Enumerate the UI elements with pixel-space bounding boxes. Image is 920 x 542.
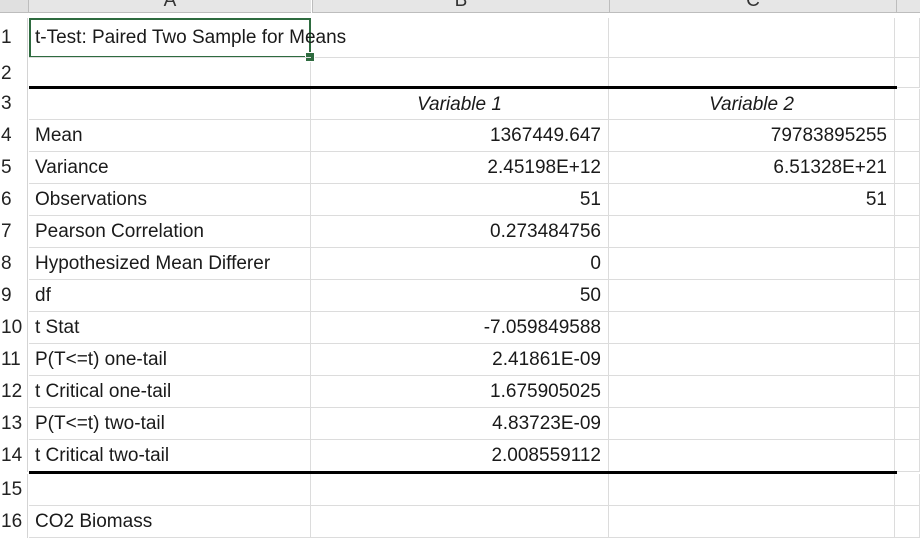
cell-b1[interactable] [311, 18, 609, 58]
variable-1-header[interactable]: Variable 1 [311, 89, 609, 120]
variable-2-value-cell[interactable]: 79783895255 [609, 120, 895, 152]
column-header-c[interactable]: C [609, 0, 896, 13]
cell-a15[interactable] [29, 474, 311, 506]
row-header-16[interactable]: 16 [0, 506, 28, 538]
column-header-label: A [163, 0, 177, 11]
stat-label-cell[interactable]: P(T<=t) one-tail [29, 344, 311, 376]
variable-1-value-cell[interactable]: 2.41861E-09 [311, 344, 609, 376]
row-header-9[interactable]: 9 [0, 280, 28, 312]
stat-label-cell[interactable]: Hypothesized Mean Differer [29, 248, 311, 280]
variable-2-value-cell[interactable] [609, 216, 895, 248]
stat-label-cell[interactable]: Pearson Correlation [29, 216, 311, 248]
empty-cell[interactable] [895, 440, 920, 472]
variable-1-value-cell[interactable]: 4.83723E-09 [311, 408, 609, 440]
stat-label-cell[interactable]: P(T<=t) two-tail [29, 408, 311, 440]
empty-cell[interactable] [895, 184, 920, 216]
stat-label-cell[interactable]: Variance [29, 152, 311, 184]
cell-d3[interactable] [895, 89, 920, 120]
variable-2-value-cell[interactable] [609, 376, 895, 408]
column-header-b[interactable]: B [312, 0, 609, 13]
row-header-14[interactable]: 14 [0, 440, 28, 472]
empty-cell[interactable] [895, 344, 920, 376]
row-header-15[interactable]: 15 [0, 474, 28, 506]
variable-1-value-cell[interactable]: 2.45198E+12 [311, 152, 609, 184]
empty-cell[interactable] [895, 248, 920, 280]
stat-label-cell[interactable]: df [29, 280, 311, 312]
cell-a2[interactable] [29, 58, 311, 88]
row-header-2[interactable]: 2 [0, 58, 28, 90]
cell-c16[interactable] [609, 506, 895, 538]
stat-label-cell[interactable]: Observations [29, 184, 311, 216]
cell-b2[interactable] [311, 58, 609, 88]
stat-label-cell[interactable]: t Critical one-tail [29, 376, 311, 408]
cell-a1-title[interactable]: t-Test: Paired Two Sample for Means [29, 18, 346, 58]
variable-2-value-cell[interactable] [609, 408, 895, 440]
cell-a16[interactable]: CO2 Biomass [29, 506, 311, 538]
row-header-13[interactable]: 13 [0, 408, 28, 440]
variable-1-value-cell[interactable]: 0 [311, 248, 609, 280]
cell-d15[interactable] [895, 474, 920, 506]
variable-1-value-cell[interactable]: 1367449.647 [311, 120, 609, 152]
variable-2-header[interactable]: Variable 2 [609, 89, 895, 120]
empty-cell[interactable] [895, 120, 920, 152]
cell-c1[interactable] [609, 18, 895, 58]
variable-2-value-cell[interactable] [609, 248, 895, 280]
row-header-8[interactable]: 8 [0, 248, 28, 280]
empty-cell[interactable] [895, 280, 920, 312]
stat-label-cell[interactable]: t Stat [29, 312, 311, 344]
variable-2-value-cell[interactable] [609, 440, 895, 472]
cell-d16[interactable] [895, 506, 920, 538]
row-header-6[interactable]: 6 [0, 184, 28, 216]
variable-1-value-cell[interactable]: 50 [311, 280, 609, 312]
empty-cell[interactable] [895, 312, 920, 344]
row-header-10[interactable]: 10 [0, 312, 28, 344]
table-top-rule [29, 86, 897, 89]
empty-cell[interactable] [895, 376, 920, 408]
table-bottom-rule [29, 471, 897, 474]
empty-cell[interactable] [895, 408, 920, 440]
row-header-7[interactable]: 7 [0, 216, 28, 248]
variable-2-value-cell[interactable] [609, 280, 895, 312]
cell-d1[interactable] [895, 18, 920, 58]
variable-2-value-cell[interactable]: 51 [609, 184, 895, 216]
row-header-3[interactable]: 3 [0, 88, 28, 120]
variable-2-value-cell[interactable] [609, 312, 895, 344]
row-header-11[interactable]: 11 [0, 344, 28, 376]
empty-cell[interactable] [895, 216, 920, 248]
column-header-label: C [746, 0, 760, 11]
variable-2-value-cell[interactable] [609, 344, 895, 376]
cell-b15[interactable] [311, 474, 609, 506]
cell-c15[interactable] [609, 474, 895, 506]
column-header-d[interactable] [896, 0, 920, 13]
cell-a3[interactable] [29, 89, 311, 120]
cell-b16[interactable] [311, 506, 609, 538]
row-header-12[interactable]: 12 [0, 376, 28, 408]
stat-label-cell[interactable]: t Critical two-tail [29, 440, 311, 472]
variable-1-value-cell[interactable]: 51 [311, 184, 609, 216]
column-header-label: B [454, 0, 468, 11]
row-header-5[interactable]: 5 [0, 152, 28, 184]
variable-2-value-cell[interactable]: 6.51328E+21 [609, 152, 895, 184]
stat-label-cell[interactable]: Mean [29, 120, 311, 152]
cell-c2[interactable] [609, 58, 895, 88]
row-header-1[interactable]: 1 [0, 18, 28, 58]
column-header-a[interactable]: A [29, 0, 311, 13]
variable-1-value-cell[interactable]: 1.675905025 [311, 376, 609, 408]
cell-d2[interactable] [895, 58, 920, 88]
row-header-4[interactable]: 4 [0, 120, 28, 152]
variable-1-value-cell[interactable]: 2.008559112 [311, 440, 609, 472]
variable-1-value-cell[interactable]: 0.273484756 [311, 216, 609, 248]
select-all-corner[interactable] [0, 0, 29, 13]
empty-cell[interactable] [895, 152, 920, 184]
variable-1-value-cell[interactable]: -7.059849588 [311, 312, 609, 344]
